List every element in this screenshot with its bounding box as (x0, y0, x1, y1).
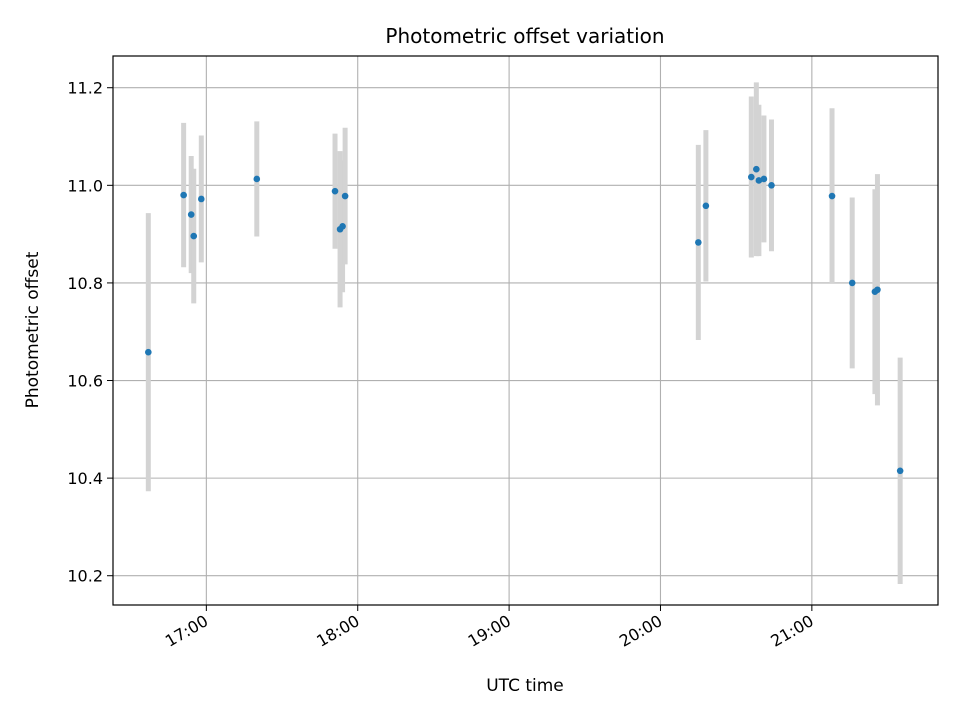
data-point (768, 182, 775, 189)
data-point (848, 279, 856, 287)
y-tick-label: 10.8 (67, 274, 103, 293)
data-point (339, 223, 346, 230)
data-point (874, 286, 881, 294)
data-point (331, 187, 339, 195)
y-axis-ticks: 10.2 10.4 10.6 10.8 11.0 11.2 (67, 79, 113, 586)
y-tick-label: 10.6 (67, 372, 103, 391)
y-tick-label: 11.0 (67, 176, 103, 195)
data-point (748, 173, 755, 181)
chart-title: Photometric offset variation (385, 24, 664, 48)
data-point (753, 165, 760, 173)
plot-frame (112, 55, 939, 606)
data-point (828, 192, 836, 200)
data-point (702, 202, 710, 210)
grid (113, 56, 938, 605)
data-point (187, 211, 195, 218)
y-tick-label: 10.2 (67, 567, 103, 586)
data-point (760, 175, 768, 183)
data-point (341, 192, 349, 200)
y-tick-label: 11.2 (67, 79, 103, 98)
data-point (755, 177, 763, 184)
x-axis-title: UTC time (486, 676, 564, 696)
data-point (695, 239, 702, 246)
data-points (145, 165, 904, 475)
y-tick-label: 10.4 (67, 469, 103, 488)
y-axis-title: Photometric offset (23, 251, 43, 408)
data-point (190, 232, 198, 240)
data-point (180, 191, 187, 199)
data-point (145, 348, 152, 356)
data-point (896, 467, 904, 475)
data-point (253, 175, 261, 183)
data-point (198, 195, 205, 203)
